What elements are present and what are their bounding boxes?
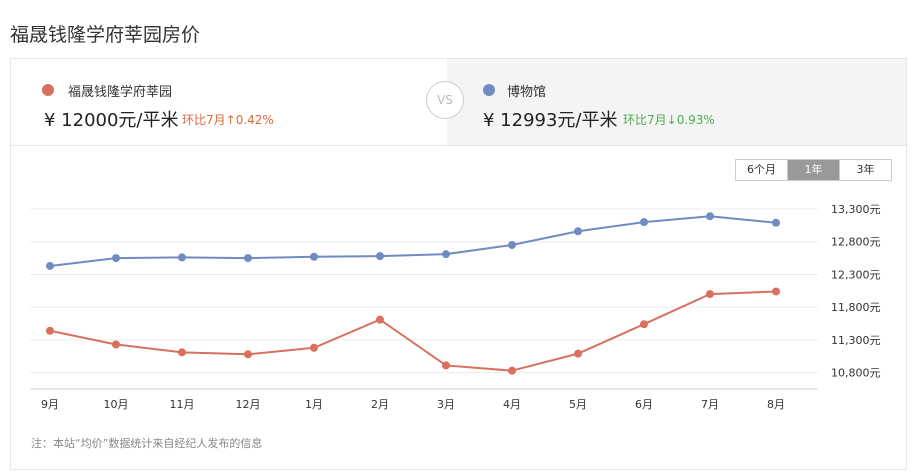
data-point <box>46 326 54 335</box>
footnote: 注：本站“均价”数据统计来自经纪人发布的信息 <box>31 437 263 450</box>
data-point <box>574 227 582 236</box>
data-point <box>178 348 186 357</box>
data-point <box>508 241 516 249</box>
x-tick-label: 12月 <box>236 398 261 411</box>
data-point <box>442 250 450 259</box>
x-tick-label: 2月 <box>371 398 389 411</box>
series-line-0 <box>49 215 777 267</box>
data-point <box>706 290 714 299</box>
compare-right: 博物馆 ¥ 12993元/平米 环比7月↓0.93% <box>447 59 906 145</box>
series-line-1 <box>49 290 777 372</box>
tab-3-years[interactable]: 3年 <box>839 160 891 180</box>
x-tick-label: 3月 <box>437 398 455 411</box>
right-name: 博物馆 <box>507 85 547 100</box>
period-tabs: 6个月 1年 3年 <box>735 159 892 181</box>
data-point <box>376 315 384 324</box>
x-tick-label: 4月 <box>503 398 521 411</box>
y-tick-label: 13,300元 <box>831 203 881 216</box>
left-name: 福晟钱隆学府莘园 <box>68 85 173 100</box>
data-point <box>46 261 54 270</box>
compare-left: 福晟钱隆学府莘园 ¥ 12000元/平米 环比7月↑0.42% <box>11 59 447 145</box>
x-tick-label: 11月 <box>170 398 195 411</box>
x-tick-label: 7月 <box>701 398 719 411</box>
x-tick-label: 8月 <box>767 398 785 411</box>
left-change: 环比7月↑0.42% <box>182 113 274 127</box>
data-point <box>112 254 120 263</box>
comparison-header: 福晟钱隆学府莘园 ¥ 12000元/平米 环比7月↑0.42% 博物馆 ¥ 12… <box>11 59 906 146</box>
y-tick-label: 10,800元 <box>831 367 881 380</box>
right-price: ¥ 12993元/平米 <box>483 110 618 131</box>
data-point <box>772 218 780 227</box>
data-point <box>376 252 384 261</box>
right-change: 环比7月↓0.93% <box>623 113 715 127</box>
y-tick-label: 11,300元 <box>831 334 881 347</box>
tab-6-months[interactable]: 6个月 <box>736 160 787 180</box>
left-series-dot <box>42 84 54 96</box>
data-point <box>508 366 516 375</box>
data-point <box>706 212 714 221</box>
tab-1-year[interactable]: 1年 <box>787 160 839 180</box>
data-point <box>310 343 318 352</box>
price-panel: 福晟钱隆学府莘园 ¥ 12000元/平米 环比7月↑0.42% 博物馆 ¥ 12… <box>10 58 907 470</box>
y-tick-label: 12,300元 <box>831 268 881 281</box>
data-point <box>310 252 318 261</box>
data-point <box>574 349 582 358</box>
data-point <box>772 287 780 296</box>
vs-badge: VS <box>426 81 464 119</box>
data-point <box>112 340 120 349</box>
right-series-dot <box>483 84 495 96</box>
y-tick-label: 11,800元 <box>831 301 881 314</box>
data-point <box>178 253 186 262</box>
x-tick-label: 6月 <box>635 398 653 411</box>
data-point <box>244 254 252 263</box>
data-point <box>640 320 648 329</box>
data-point <box>640 218 648 227</box>
left-price: ¥ 12000元/平米 <box>44 110 179 131</box>
y-tick-label: 12,800元 <box>831 236 881 249</box>
x-tick-label: 1月 <box>305 398 323 411</box>
data-point <box>442 361 450 370</box>
x-tick-label: 9月 <box>41 398 59 411</box>
x-tick-label: 10月 <box>104 398 129 411</box>
data-point <box>244 350 252 359</box>
page-title: 福晟钱隆学府莘园房价 <box>10 24 201 46</box>
x-tick-label: 5月 <box>569 398 587 411</box>
